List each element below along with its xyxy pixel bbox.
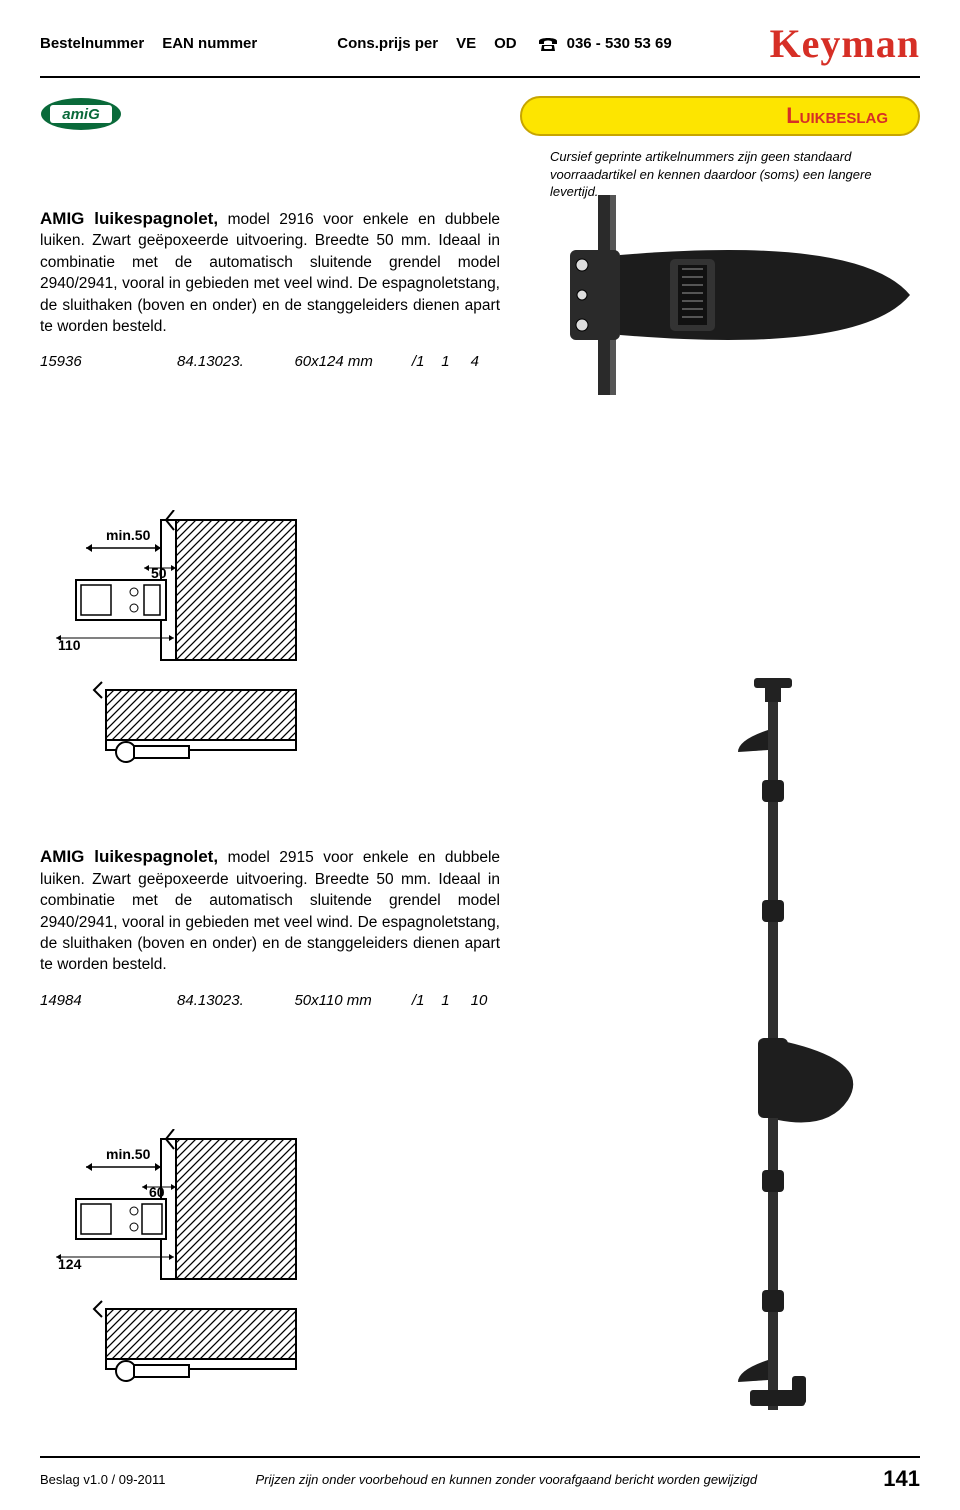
product2-data-row: 14984 84.13023. 50x110 mm /1 1 10 xyxy=(40,992,500,1009)
product1-title: AMIG luikespagnolet, xyxy=(40,209,218,228)
product2-title: AMIG luikespagnolet, xyxy=(40,847,218,866)
category-pill: Luikbeslag xyxy=(520,96,920,136)
product1-diagram: min.50 50 110 xyxy=(46,510,306,770)
product2-image xyxy=(680,670,870,1430)
p2-bestel: 14984 xyxy=(40,992,177,1009)
col-consprijs: Cons.prijs per xyxy=(337,35,438,52)
p1-od: 4 xyxy=(471,353,500,370)
p1-min-label: min.50 xyxy=(106,527,151,543)
p2-ve: 1 xyxy=(441,992,470,1009)
product2-desc: model 2915 voor enkele en dubbele luiken… xyxy=(40,849,500,973)
product1-data-row: 15936 84.13023. 60x124 mm /1 1 4 xyxy=(40,353,500,370)
footer-mid: Prijzen zijn onder voorbehoud en kunnen … xyxy=(256,1472,758,1487)
p2-dim-h: 124 xyxy=(58,1256,82,1272)
p1-size: 60x124 mm xyxy=(294,353,411,370)
col-ean: EAN nummer xyxy=(162,35,257,52)
page-footer: Beslag v1.0 / 09-2011 Prijzen zijn onder… xyxy=(40,1456,920,1492)
product1-image xyxy=(560,195,920,395)
product2-paragraph: AMIG luikespagnolet, model 2915 voor enk… xyxy=(40,845,500,975)
p2-ean: 84.13023. xyxy=(177,992,294,1009)
p1-dim-w: 50 xyxy=(151,565,167,581)
product1-desc: model 2916 voor enkele en dubbele luiken… xyxy=(40,211,500,335)
footer-page: 141 xyxy=(883,1466,920,1492)
footer-left: Beslag v1.0 / 09-2011 xyxy=(40,1472,166,1487)
col-bestelnummer: Bestelnummer xyxy=(40,35,144,52)
p2-od: 10 xyxy=(471,992,500,1009)
svg-text:amiG: amiG xyxy=(62,106,100,123)
p1-ean: 84.13023. xyxy=(177,353,294,370)
amig-logo: amiG xyxy=(40,96,122,132)
p1-bestel: 15936 xyxy=(40,353,177,370)
p2-min-label: min.50 xyxy=(106,1146,151,1162)
phone-block: 036 - 530 53 69 xyxy=(537,34,672,52)
product1-block: AMIG luikespagnolet, model 2916 voor enk… xyxy=(40,207,500,370)
p1-dim-h: 110 xyxy=(58,637,81,653)
p1-ve: 1 xyxy=(441,353,470,370)
brand-logo: Keyman xyxy=(770,20,920,67)
header-cols-left: Bestelnummer EAN nummer xyxy=(40,35,257,52)
col-od: OD xyxy=(494,35,517,52)
product2-diagram: min.50 60 124 xyxy=(46,1129,306,1389)
col-ve: VE xyxy=(456,35,476,52)
header-cols-mid: Cons.prijs per VE OD xyxy=(337,35,516,52)
cursief-note: Cursief geprinte artikelnummers zijn gee… xyxy=(550,148,920,201)
phone-number: 036 - 530 53 69 xyxy=(567,35,672,52)
p1-per: /1 xyxy=(412,353,441,370)
product2-block: AMIG luikespagnolet, model 2915 voor enk… xyxy=(40,845,500,1008)
p2-per: /1 xyxy=(412,992,441,1009)
product1-paragraph: AMIG luikespagnolet, model 2916 voor enk… xyxy=(40,207,500,337)
page-header: Bestelnummer EAN nummer Cons.prijs per V… xyxy=(40,20,920,78)
p2-size: 50x110 mm xyxy=(294,992,411,1009)
phone-icon xyxy=(537,34,559,52)
category-label: Luikbeslag xyxy=(786,103,888,129)
p2-dim-w: 60 xyxy=(149,1184,165,1200)
